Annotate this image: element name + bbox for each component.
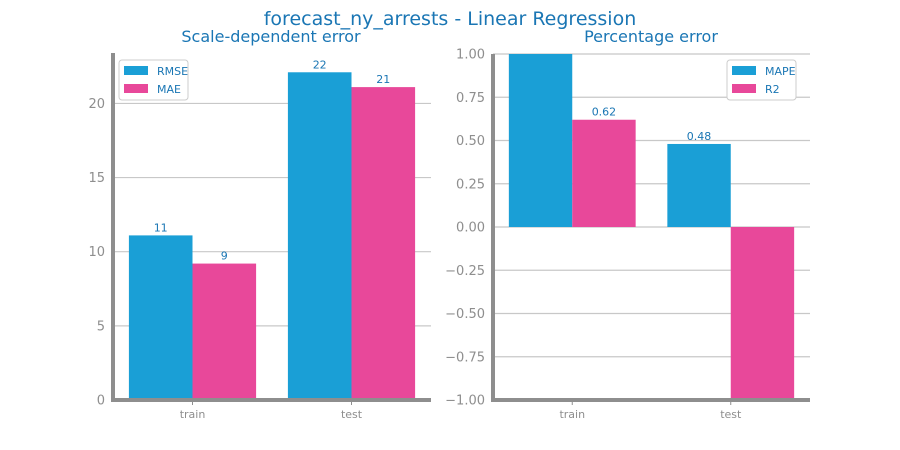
figure-title: forecast_ny_arrests - Linear Regression bbox=[264, 8, 637, 30]
y-tick-label: −1.00 bbox=[445, 394, 485, 409]
y-tick-label: −0.25 bbox=[445, 264, 485, 279]
bar-r2-test bbox=[730, 227, 795, 400]
data-label: 0.48 bbox=[687, 130, 712, 143]
legend-swatch bbox=[732, 84, 756, 93]
x-tick-label: test bbox=[720, 408, 742, 421]
data-label: 11 bbox=[154, 221, 168, 234]
legend-swatch bbox=[124, 84, 148, 93]
y-tick-label: 5 bbox=[97, 319, 105, 334]
y-tick-label: −0.75 bbox=[445, 350, 485, 365]
legend-label: R2 bbox=[765, 83, 780, 96]
y-tick-label: 15 bbox=[88, 171, 105, 186]
x-tick-label: train bbox=[559, 408, 585, 421]
x-tick-label: test bbox=[341, 408, 363, 421]
legend-label: MAE bbox=[157, 83, 181, 96]
bar-rmse-test bbox=[287, 72, 352, 401]
data-label: 0.62 bbox=[592, 106, 617, 119]
legend-swatch bbox=[124, 66, 148, 75]
data-label: 9 bbox=[221, 250, 228, 263]
legend-label: RMSE bbox=[157, 65, 188, 78]
panel-scale-dependent-error: Scale-dependent error 0 5 10 15 20 11 22 9 21 tra… bbox=[88, 27, 431, 421]
legend-swatch bbox=[732, 66, 756, 75]
data-label: 21 bbox=[376, 73, 390, 86]
bar-r2-train bbox=[572, 119, 636, 227]
y-tick-label: 0.00 bbox=[456, 221, 485, 236]
bar-mae-test bbox=[351, 87, 416, 400]
legend-label: MAPE bbox=[765, 65, 796, 78]
bar-rmse-train bbox=[128, 235, 193, 400]
y-tick-label: 0.50 bbox=[456, 134, 485, 149]
panel-title: Percentage error bbox=[584, 27, 718, 46]
y-tick-label: 0 bbox=[97, 394, 105, 409]
bar-mape-test bbox=[667, 143, 731, 227]
bar-mae-train bbox=[192, 263, 257, 400]
legend: RMSE MAE bbox=[118, 59, 189, 101]
x-tick-label: train bbox=[180, 408, 206, 421]
bar-mape-train bbox=[508, 54, 573, 227]
y-tick-label: 1.00 bbox=[456, 48, 485, 63]
y-tick-label: −0.50 bbox=[445, 307, 485, 322]
y-tick-label: 0.75 bbox=[456, 91, 485, 106]
data-label: 22 bbox=[313, 58, 327, 71]
panel-title: Scale-dependent error bbox=[181, 27, 361, 46]
panel-percentage-error: Percentage error −1.00 −0.75 −0.50 −0.25 0.0… bbox=[445, 27, 810, 421]
y-tick-label: 20 bbox=[88, 97, 105, 112]
y-tick-label: 0.25 bbox=[456, 177, 485, 192]
y-tick-label: 10 bbox=[88, 245, 105, 260]
legend: MAPE R2 bbox=[726, 59, 797, 101]
